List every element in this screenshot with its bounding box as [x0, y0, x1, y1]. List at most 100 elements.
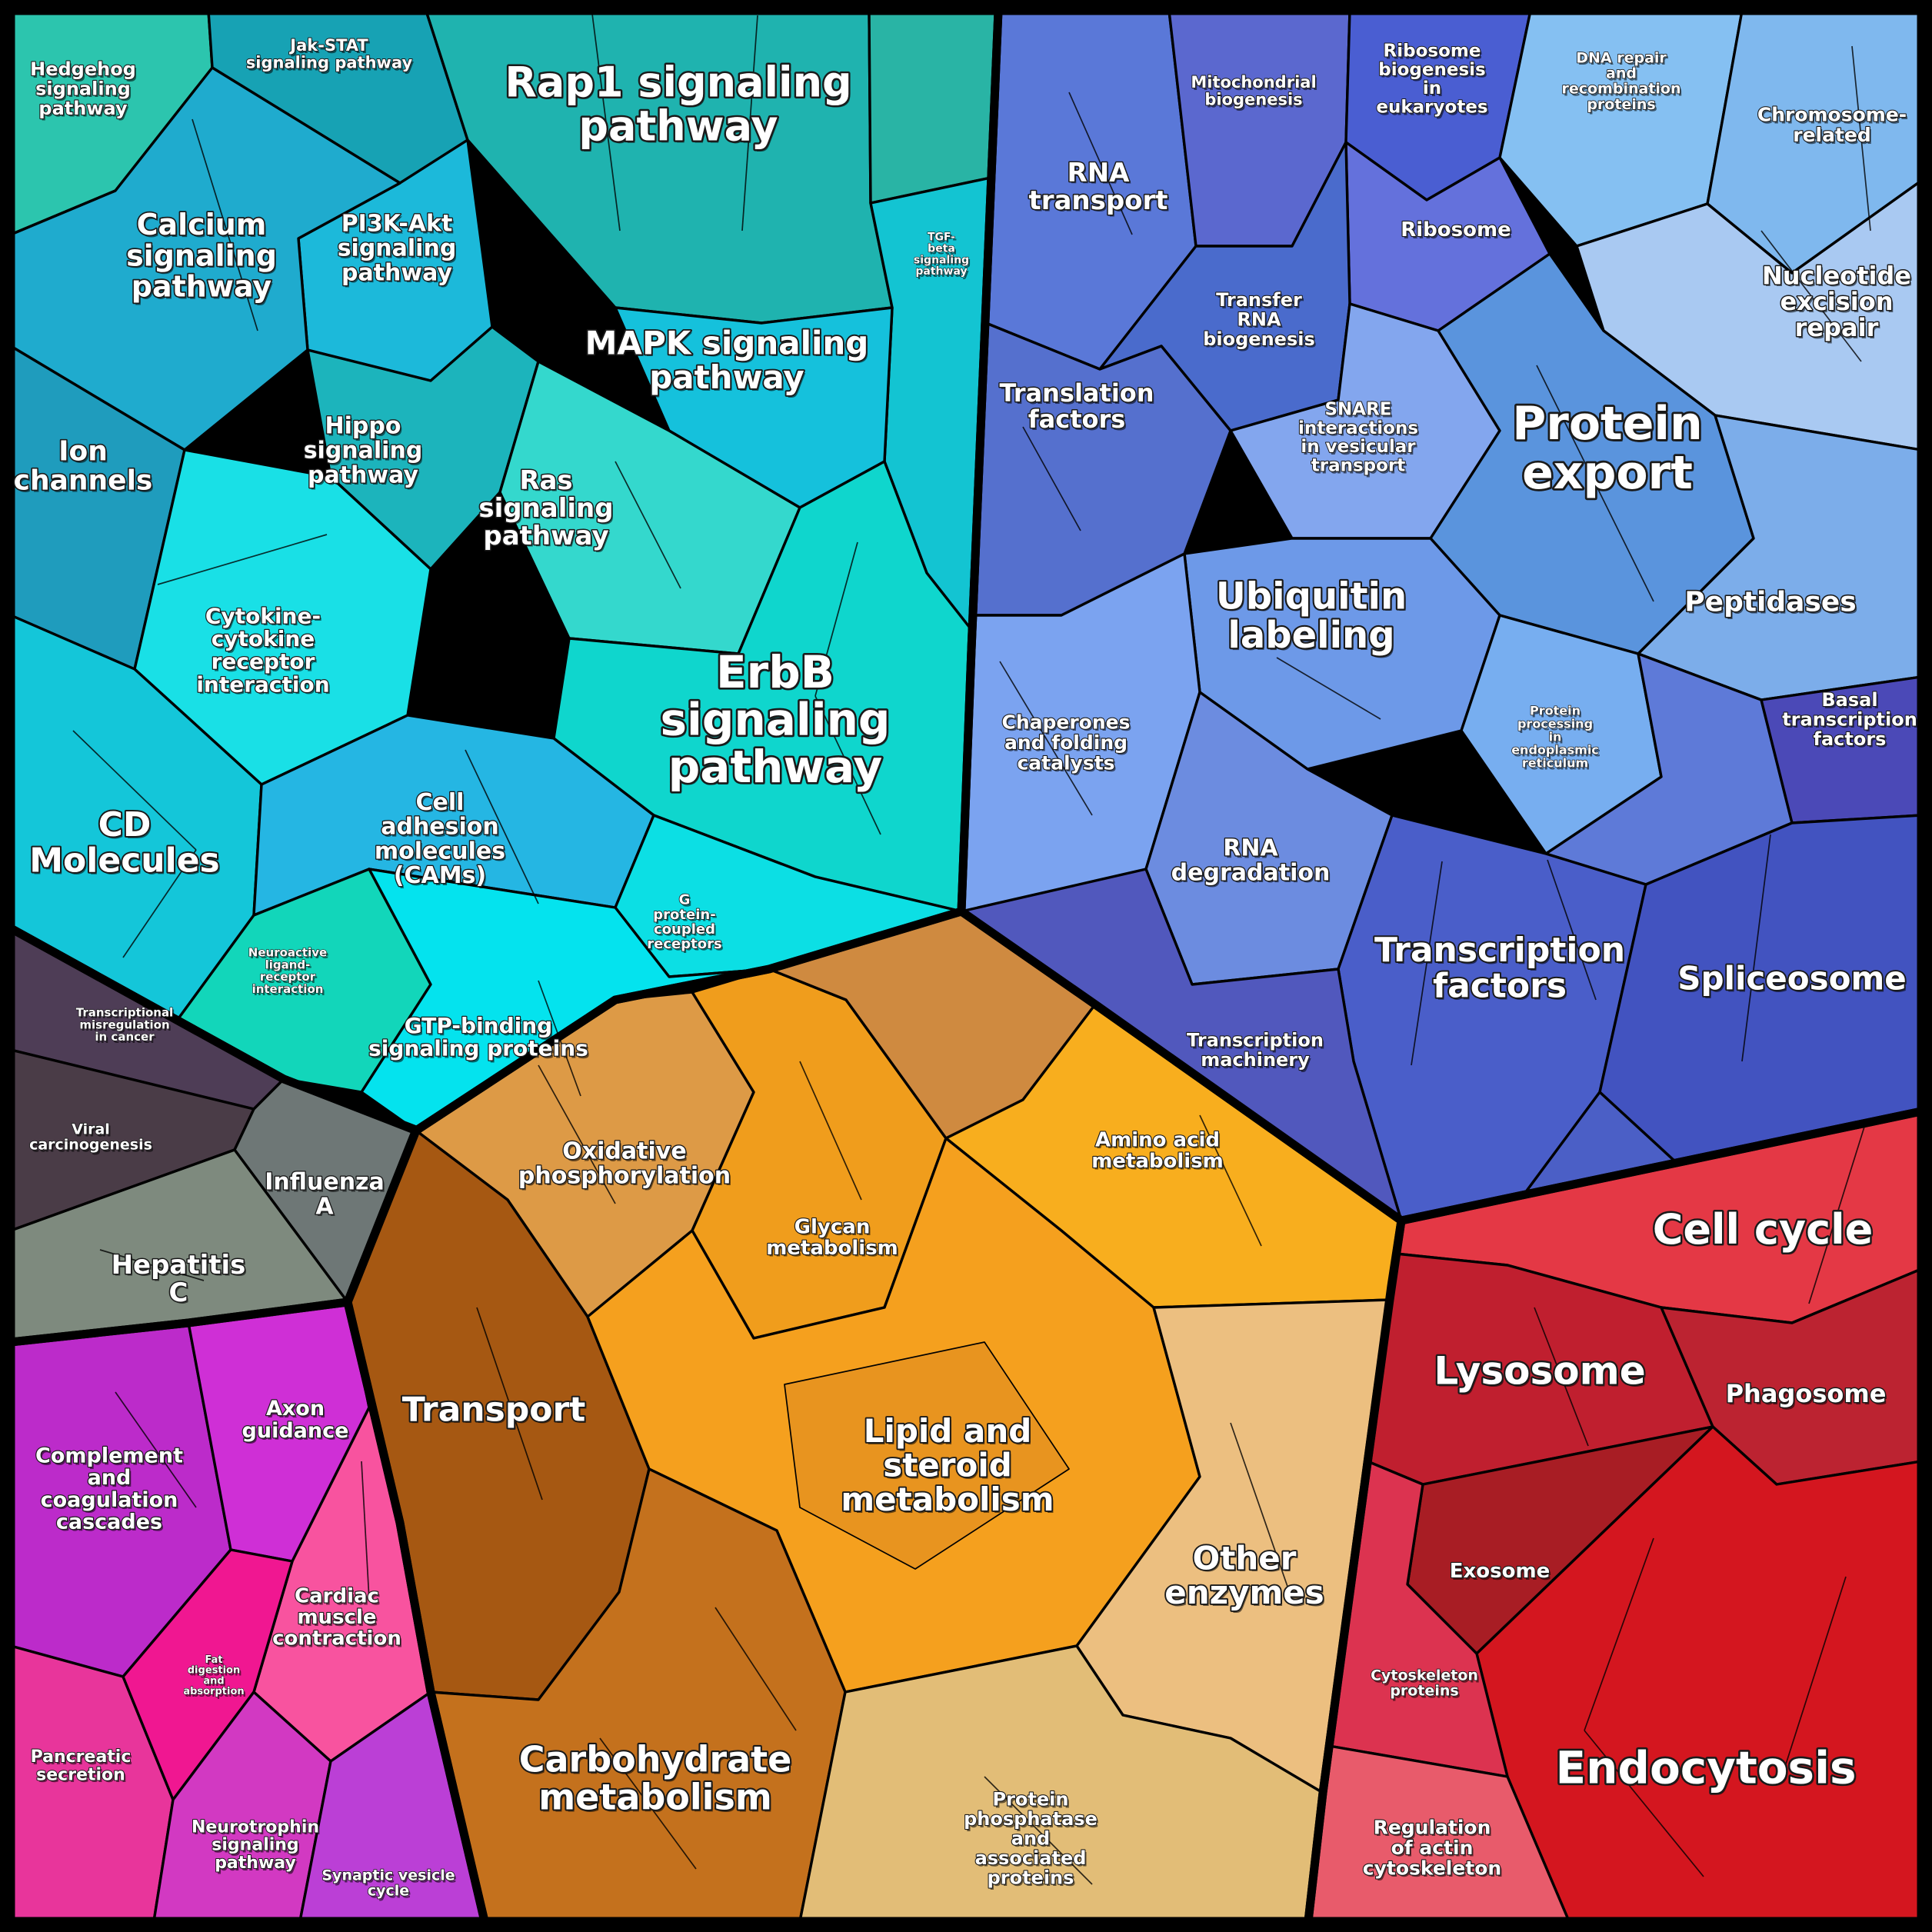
subline-layer	[72, 13, 1871, 1885]
label-shadow-transcription-factors: Transcription factors	[1376, 933, 1627, 1008]
label-shadow-transcription-machinery: Transcription machinery	[1188, 1031, 1325, 1072]
label-ribosome-biogenesis-in-eukaryotes: Ribosome biogenesis in eukaryotes	[1376, 41, 1487, 117]
group-genetic-information-processing	[960, 9, 1923, 1222]
label-calcium-signaling-pathway: Calcium signaling pathway	[126, 208, 277, 304]
label-shadow-protein-phosphatase-and-associated-proteins: Protein phosphatase and associated proteins	[965, 1790, 1099, 1890]
label-shadow-gtp-binding-signaling-proteins: GTP-binding signaling proteins	[370, 1015, 590, 1064]
cell-signaling-unlabeled-1	[868, 9, 1000, 205]
label-shadow-pi3k-akt-signaling-pathway: PI3K-Akt signaling pathway	[339, 213, 458, 289]
label-shadow-synaptic-vesicle-cycle: Synaptic vesicle cycle	[324, 1869, 457, 1901]
label-ubiquitin-labeling: Ubiquitin labeling	[1216, 575, 1407, 657]
label-phagosome: Phagosome	[1726, 1379, 1887, 1408]
label-rna-degradation: RNA degradation	[1171, 835, 1331, 887]
cell-lipid-sub-cell	[784, 1341, 1070, 1570]
label-erbb-signaling-pathway: ErbB signaling pathway	[661, 646, 891, 793]
label-oxidative-phosphorylation: Oxidative phosphorylation	[518, 1138, 731, 1190]
label-fat-digestion-and-absorption: Fat digestion and absorption	[183, 1654, 244, 1697]
label-cytokine-cytokine-receptor-interaction: Cytokine-cytokine receptor interaction	[196, 603, 329, 697]
group-outline-layer	[6, 6, 1926, 1926]
detail-line-2	[192, 118, 258, 331]
label-hedgehog-signaling-pathway: Hedgehog signaling pathway	[30, 58, 136, 119]
detail-line-15	[999, 661, 1093, 816]
detail-line-18	[1741, 834, 1771, 1062]
label-neurotrophin-signaling-pathway: Neurotrophin signaling pathway	[192, 1817, 319, 1873]
detail-line-34	[1584, 1537, 1654, 1731]
detail-line-35	[1584, 1730, 1704, 1877]
label-snare-interactions-in-vesicular-transport: SNARE interactions in vesicular transport	[1298, 399, 1418, 475]
label-shadow-cd-molecules: CD Molecules	[31, 808, 221, 883]
label-hepatitis-c: Hepatitis C	[112, 1250, 246, 1308]
detail-line-14	[1276, 657, 1381, 720]
label-chromosome-related: Chromosome-related	[1757, 104, 1907, 147]
detail-line-8	[814, 695, 881, 835]
label-shadow-ubiquitin-labeling: Ubiquitin labeling	[1217, 577, 1408, 659]
label-regulation-of-actin-cytoskeleton: Regulation of actin cytoskeleton	[1363, 1816, 1501, 1879]
detail-line-28	[799, 1061, 862, 1201]
group-metabolism	[346, 910, 1403, 1923]
label-shadow-ras-signaling-pathway: Ras signaling pathway	[481, 468, 615, 554]
detail-line-22	[115, 1391, 197, 1508]
label-ribosome: Ribosome	[1401, 218, 1511, 242]
label-transport: Transport	[402, 1390, 586, 1429]
label-pi3k-akt-signaling-pathway: PI3K-Akt signaling pathway	[338, 211, 457, 287]
label-shadow-hippo-signaling-pathway: Hippo signaling pathway	[305, 415, 425, 491]
label-other-enzymes: Other enzymes	[1164, 1539, 1324, 1611]
label-shadow-spliceosome: Spliceosome	[1679, 962, 1907, 1000]
detail-line-20	[1851, 45, 1871, 232]
label-shadow-cytoskeleton-proteins: Cytoskeleton proteins	[1372, 1669, 1480, 1701]
detail-line-16	[1411, 861, 1443, 1066]
label-shadow-cell-adhesion-molecules-cams: Cell adhesion molecules (CAMs)	[376, 791, 507, 891]
label-shadow-transfer-rna-biogenesis: Transfer RNA biogenesis	[1204, 291, 1317, 352]
cell-fat-digestion-and-absorption	[122, 1548, 294, 1801]
label-shadow-glycan-metabolism: Glycan metabolism	[768, 1217, 900, 1262]
label-shadow-rna-degradation: RNA degradation	[1173, 837, 1332, 888]
label-shadow-neuroactive-ligand-receptor-interaction: Neuroactive ligand-receptor interaction	[250, 948, 328, 998]
label-shadow-nucleotide-excision-repair: Nucleotide excision repair	[1764, 263, 1913, 345]
label-shadow-cytokine-cytokine-receptor-interaction: Cytokine-cytokine receptor interaction	[198, 605, 331, 699]
label-carbohydrate-metabolism: Carbohydrate metabolism	[519, 1739, 792, 1818]
detail-line-11	[1068, 92, 1133, 235]
label-mitochondrial-biogenesis: Mitochondrial biogenesis	[1191, 73, 1316, 108]
label-shadow-exosome: Exosome	[1451, 1562, 1551, 1585]
label-transcription-factors: Transcription factors	[1374, 931, 1625, 1006]
label-spliceosome: Spliceosome	[1677, 960, 1906, 998]
label-protein-processing-in-endoplasmic-reticulum: Protein processing in endoplasmic reticulum	[1511, 704, 1599, 771]
label-shadow-basal-transcription-factors: Basal transcription factors	[1784, 691, 1919, 752]
label-shadow-pancreatic-secretion: Pancreatic secretion	[32, 1750, 133, 1787]
label-shadow-ribosome: Ribosome	[1402, 221, 1512, 244]
detail-line-1	[741, 15, 758, 232]
label-shadow-neurotrophin-signaling-pathway: Neurotrophin signaling pathway	[193, 1820, 321, 1875]
label-ras-signaling-pathway: Ras signaling pathway	[478, 465, 613, 551]
label-shadow-erbb-signaling-pathway: ErbB signaling pathway	[662, 648, 892, 795]
detail-line-32	[1808, 1124, 1866, 1304]
label-shadow-viral-carcinogenesis: Viral carcinogenesis	[31, 1123, 154, 1155]
label-jak-stat-signaling-pathway: Jak-STAT signaling pathway	[246, 36, 413, 72]
label-nucleotide-excision-repair: Nucleotide excision repair	[1762, 261, 1911, 342]
label-cd-molecules: CD Molecules	[29, 805, 219, 881]
detail-line-31	[984, 1776, 1093, 1885]
label-amino-acid-metabolism: Amino acid metabolism	[1091, 1128, 1224, 1173]
detail-line-36	[1784, 1576, 1847, 1770]
label-cell-adhesion-molecules-cams: Cell adhesion molecules (CAMs)	[375, 789, 505, 889]
label-hippo-signaling-pathway: Hippo signaling pathway	[304, 413, 423, 489]
label-shadow-complement-and-coagulation-cascades: Complement and coagulation cascades	[37, 1446, 185, 1536]
label-lysosome: Lysosome	[1434, 1349, 1645, 1394]
label-cell-cycle: Cell cycle	[1653, 1205, 1873, 1254]
label-shadow-rna-transport: RNA transport	[1031, 160, 1170, 218]
label-shadow-calcium-signaling-pathway: Calcium signaling pathway	[128, 210, 278, 306]
label-shadow-axon-guidance: Axon guidance	[244, 1399, 351, 1445]
label-influenza-a: Influenza A	[265, 1169, 385, 1221]
label-shadow-mapk-signaling-pathway: MAPK signaling pathway	[587, 326, 871, 398]
label-shadow-tgf-beta-signaling-pathway: TGF-beta signaling pathway	[915, 233, 971, 280]
label-shadow-lipid-and-steroid-metabolism: Lipid and steroid metabolism	[843, 1414, 1056, 1521]
label-rna-transport: RNA transport	[1028, 158, 1168, 216]
label-shadow-phagosome: Phagosome	[1727, 1381, 1888, 1411]
label-shadow-snare-interactions-in-vesicular-transport: SNARE interactions in vesicular transport	[1300, 401, 1420, 478]
label-lipid-and-steroid-metabolism: Lipid and steroid metabolism	[841, 1412, 1054, 1518]
label-glycan-metabolism: Glycan metabolism	[766, 1215, 898, 1260]
label-shadow-carbohydrate-metabolism: Carbohydrate metabolism	[521, 1741, 794, 1820]
label-basal-transcription-factors: Basal transcription factors	[1782, 689, 1917, 750]
detail-line-27	[715, 1607, 797, 1731]
detail-line-3	[157, 534, 328, 585]
